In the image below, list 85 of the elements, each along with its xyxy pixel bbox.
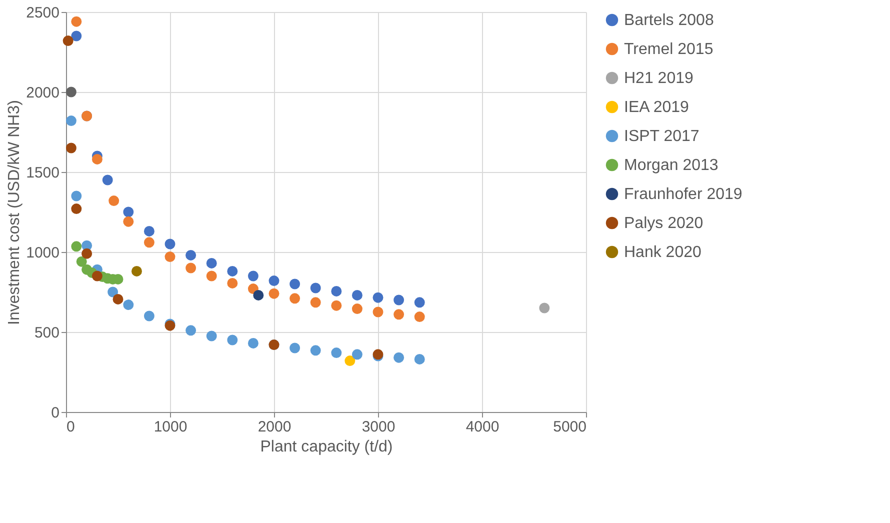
- point: [71, 190, 82, 202]
- point: [310, 282, 321, 294]
- point: [414, 312, 425, 322]
- legend-label: Fraunhofer 2019: [624, 186, 742, 203]
- legend-label: IEA 2019: [624, 99, 690, 116]
- x-axis-title: Plant capacity (t/d): [260, 438, 393, 456]
- point: [344, 356, 356, 366]
- legend-label: Hank 2020: [624, 244, 702, 261]
- y-tick-label: 2000: [26, 84, 60, 102]
- x-tick-label: 2000: [258, 418, 292, 436]
- legend-label: Tremel 2015: [624, 41, 714, 58]
- point: [394, 309, 404, 320]
- point: [248, 338, 258, 348]
- point: [123, 300, 134, 310]
- point: [414, 297, 425, 308]
- legend-label: Bartels 2008: [624, 12, 714, 29]
- point: [66, 142, 76, 154]
- point: [131, 266, 142, 276]
- legend-label: Morgan 2013: [624, 157, 718, 174]
- point: [268, 276, 280, 286]
- point: [66, 116, 76, 126]
- point: [66, 86, 76, 98]
- point: [227, 266, 238, 276]
- x-tick-label: 5000: [553, 418, 586, 436]
- point: [144, 237, 154, 248]
- legend-label: Palys 2020: [624, 215, 704, 232]
- point: [71, 16, 82, 27]
- point: [71, 30, 82, 42]
- point: [414, 354, 425, 364]
- point: [123, 216, 134, 227]
- point: [290, 278, 300, 290]
- y-tick-label: 2500: [26, 4, 60, 22]
- point: [186, 325, 196, 336]
- point: [352, 290, 362, 300]
- point: [248, 270, 258, 282]
- point: [164, 252, 176, 262]
- x-tick-label: 0: [66, 418, 75, 436]
- point: [253, 290, 264, 300]
- point: [268, 288, 280, 299]
- point: [290, 293, 300, 304]
- point: [108, 286, 118, 298]
- point: [76, 256, 87, 267]
- point: [92, 270, 102, 282]
- point: [144, 310, 154, 322]
- point: [82, 248, 92, 259]
- y-axis-title: Investment cost (USD/kW NH3): [6, 100, 24, 325]
- point: [372, 292, 384, 303]
- point: [227, 278, 238, 288]
- point: [186, 250, 196, 260]
- legend-label: H21 2019: [624, 70, 694, 87]
- legend-label: ISPT 2017: [624, 128, 700, 145]
- point: [310, 297, 321, 308]
- y-tick-label: 1000: [26, 244, 60, 262]
- point: [92, 154, 102, 164]
- point: [352, 349, 362, 360]
- point: [144, 226, 154, 236]
- y-tick-label: 500: [34, 324, 60, 342]
- point: [206, 270, 217, 282]
- point: [186, 262, 196, 274]
- point: [227, 334, 238, 346]
- point: [123, 206, 134, 218]
- point: [164, 238, 176, 250]
- point: [352, 304, 362, 314]
- point: [71, 204, 82, 214]
- point: [539, 302, 550, 314]
- point: [310, 345, 321, 356]
- point: [102, 174, 113, 186]
- point: [112, 294, 124, 304]
- x-tick-label: 4000: [466, 418, 500, 436]
- y-tick-label: 0: [51, 404, 60, 422]
- point: [331, 348, 342, 358]
- point: [331, 286, 342, 296]
- point: [71, 241, 82, 252]
- y-tick-label: 1500: [26, 164, 60, 182]
- point: [290, 342, 300, 354]
- point: [394, 352, 404, 363]
- point: [331, 300, 342, 311]
- x-tick-label: 1000: [154, 418, 188, 436]
- point: [62, 36, 74, 46]
- point: [108, 196, 120, 206]
- point: [206, 330, 217, 342]
- point: [394, 294, 404, 306]
- point: [206, 258, 217, 268]
- x-tick-label: 3000: [362, 418, 396, 436]
- point: [372, 306, 384, 318]
